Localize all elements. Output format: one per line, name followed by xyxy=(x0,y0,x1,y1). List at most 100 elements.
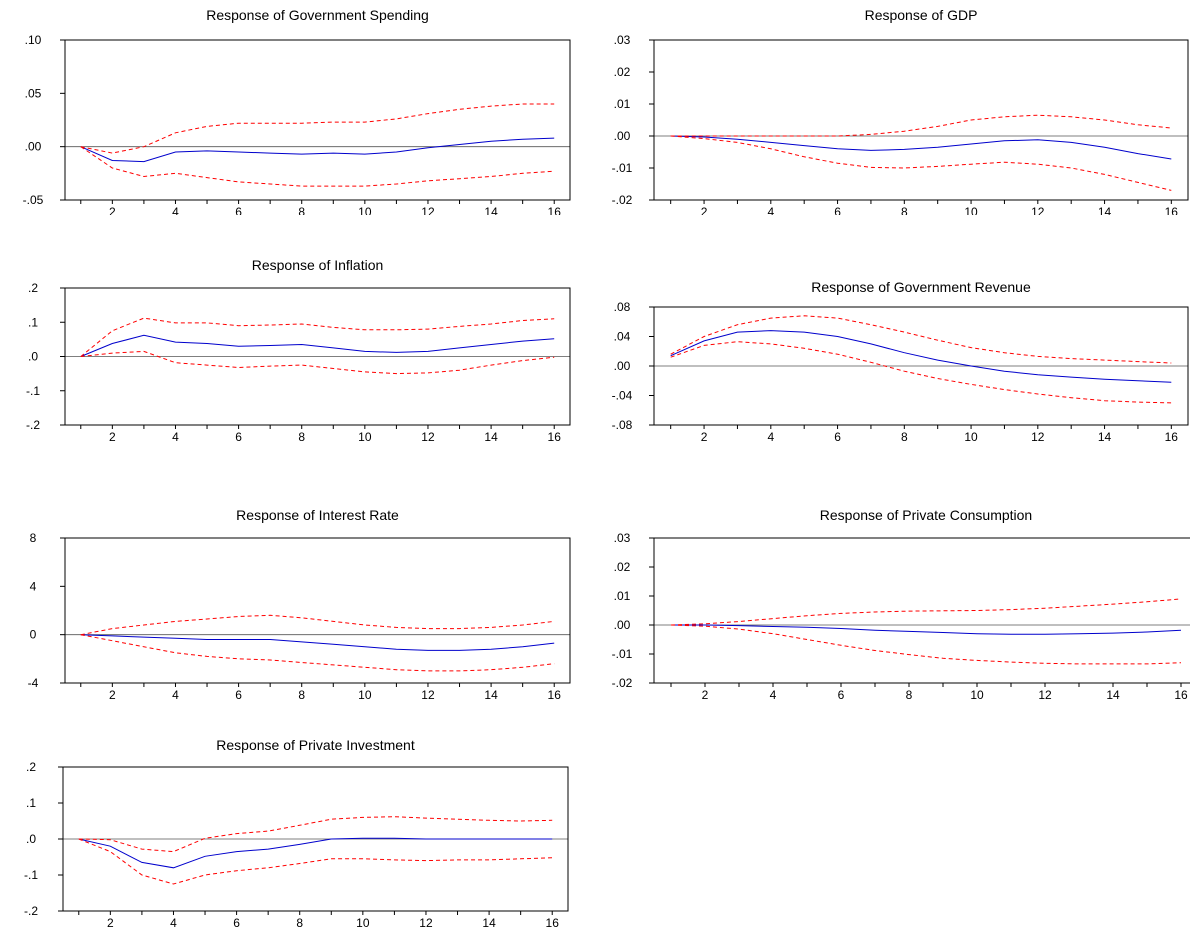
lower-band-line xyxy=(80,350,555,375)
x-tick-label: 2 xyxy=(107,916,114,930)
irf-chart-svg: Response of Private Investment -.2 -.1 .0 .1… xyxy=(24,737,569,930)
lower-band-line xyxy=(670,341,1172,404)
y-tick-label: -.01 xyxy=(612,647,633,661)
y-tick-label: .00 xyxy=(614,359,631,373)
upper-band-line xyxy=(670,114,1172,137)
x-tick-label: 6 xyxy=(233,916,240,930)
x-tick-label: 14 xyxy=(482,916,496,930)
lower-band-line xyxy=(670,624,1182,665)
upper-band-line xyxy=(80,614,555,636)
lower-band-line xyxy=(78,838,553,885)
x-tick-label: 6 xyxy=(235,205,242,215)
y-tick-label: -.08 xyxy=(612,418,633,432)
x-tick-label: 16 xyxy=(1165,205,1179,215)
y-tick-label: .1 xyxy=(26,796,36,810)
plot-frame xyxy=(64,537,571,684)
irf-panel-government-revenue: Response of Government Revenue -.08 -.04 .0… xyxy=(590,275,1190,455)
x-tick-label: 12 xyxy=(1038,688,1052,702)
y-tick-label: .0 xyxy=(26,832,36,846)
x-tick-label: 10 xyxy=(358,688,372,702)
x-tick-label: 14 xyxy=(1098,205,1112,215)
chart-title: Response of Government Revenue xyxy=(811,279,1031,295)
y-tick-label: .05 xyxy=(25,86,42,100)
x-tick-label: 10 xyxy=(356,916,370,930)
x-tick-label: 2 xyxy=(702,688,709,702)
chart-title: Response of Government Spending xyxy=(206,7,429,23)
plot-frame xyxy=(64,39,571,201)
y-tick-label: .02 xyxy=(614,65,631,79)
x-tick-label: 14 xyxy=(484,688,498,702)
y-tick-label: .08 xyxy=(614,300,631,314)
x-tick-label: 16 xyxy=(1165,430,1179,444)
x-tick-label: 10 xyxy=(970,688,984,702)
x-tick-label: 2 xyxy=(109,430,116,444)
x-tick-label: 2 xyxy=(109,688,116,702)
irf-panel-government-spending: Response of Government Spending -.05 .00 .0… xyxy=(0,0,580,219)
response-line xyxy=(670,330,1172,383)
y-tick-label: -.1 xyxy=(24,868,38,882)
x-tick-label: 6 xyxy=(838,688,845,702)
irf-chart-svg: Response of Government Spending -.05 .00 .0… xyxy=(23,7,571,219)
x-tick-label: 10 xyxy=(358,430,372,444)
plot-frame xyxy=(653,39,1189,201)
x-tick-label: 10 xyxy=(358,205,372,215)
x-tick-label: 8 xyxy=(296,916,303,930)
y-tick-label: 4 xyxy=(30,579,37,593)
x-tick-label: 4 xyxy=(770,688,777,702)
irf-panel-gdp: Response of GDP -.02 -.01 .00 .01 .02 .03 2 4 6 8 1… xyxy=(590,0,1190,219)
upper-band-line xyxy=(80,317,555,357)
y-tick-label: -.2 xyxy=(26,418,40,432)
x-tick-label: 4 xyxy=(767,205,774,215)
y-tick-label: .10 xyxy=(25,33,42,47)
response-line xyxy=(78,837,553,869)
irf-panel-interest-rate: Response of Interest Rate -4 0 4 8 2 4 6 8 10 12 14… xyxy=(0,505,580,705)
response-line xyxy=(670,135,1172,160)
x-tick-label: 14 xyxy=(1098,430,1112,444)
y-tick-label: .01 xyxy=(614,97,631,111)
x-tick-label: 12 xyxy=(1031,430,1045,444)
irf-panel-private-consumption: Response of Private Consumption -.02 -.01.… xyxy=(590,505,1199,705)
irf-chart-svg: Response of Government Revenue -.08 -.04 .0… xyxy=(612,279,1189,444)
x-tick-label: 12 xyxy=(421,205,435,215)
x-tick-label: 12 xyxy=(421,430,435,444)
y-tick-label: .0 xyxy=(28,350,38,364)
x-tick-label: 6 xyxy=(834,205,841,215)
y-tick-label: .00 xyxy=(25,140,42,154)
y-tick-label: .00 xyxy=(614,129,631,143)
x-tick-label: 8 xyxy=(906,688,913,702)
x-tick-label: 14 xyxy=(484,430,498,444)
upper-band-line xyxy=(670,315,1172,364)
y-tick-label: 0 xyxy=(30,628,37,642)
y-tick-label: .1 xyxy=(28,315,38,329)
x-tick-label: 16 xyxy=(546,916,560,930)
x-tick-label: 8 xyxy=(901,430,908,444)
x-tick-label: 10 xyxy=(964,205,978,215)
y-tick-label: .03 xyxy=(614,33,631,47)
y-tick-label: .03 xyxy=(614,531,631,545)
chart-title: Response of Private Consumption xyxy=(820,507,1032,523)
irf-chart-svg: Response of GDP -.02 -.01 .00 .01 .02 .03 2 4 6 8 1… xyxy=(612,7,1189,219)
response-line xyxy=(80,334,555,357)
irf-chart-svg: Response of Inflation -.2 -.1 .0 .1 .2 2 4 6 8 10 1… xyxy=(26,257,571,444)
y-tick-label: 8 xyxy=(30,531,37,545)
x-tick-label: 8 xyxy=(298,205,305,215)
x-tick-label: 6 xyxy=(235,430,242,444)
y-tick-label: .2 xyxy=(28,281,38,295)
x-tick-label: 12 xyxy=(419,916,433,930)
response-line xyxy=(671,624,1182,635)
y-tick-label: .04 xyxy=(614,330,631,344)
y-tick-label: -.2 xyxy=(24,904,38,918)
y-tick-label: -.02 xyxy=(612,193,633,207)
x-tick-label: 8 xyxy=(901,205,908,215)
lower-band-line xyxy=(670,135,1172,191)
x-tick-label: 8 xyxy=(298,688,305,702)
irf-panel-private-investment: Response of Private Investment -.2 -.1 .0 .1… xyxy=(0,735,580,931)
y-tick-label: -.01 xyxy=(612,161,633,175)
y-tick-label: -.1 xyxy=(26,384,40,398)
upper-band-line xyxy=(670,598,1182,626)
y-tick-label: .00 xyxy=(614,618,631,632)
x-tick-label: 2 xyxy=(109,205,116,215)
irf-chart-svg: Response of Interest Rate -4 0 4 8 2 4 6 8 10 12 14… xyxy=(28,507,571,702)
irf-chart-svg: Response of Private Consumption -.02 -.01.… xyxy=(612,507,1199,702)
x-tick-label: 12 xyxy=(1031,205,1045,215)
